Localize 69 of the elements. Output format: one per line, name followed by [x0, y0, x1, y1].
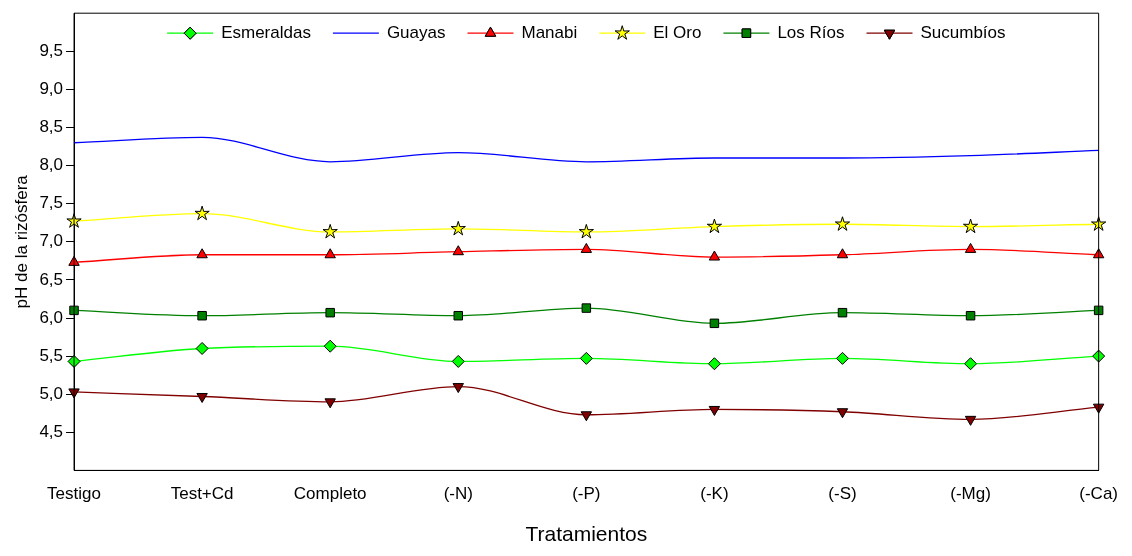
point — [197, 310, 207, 321]
point — [706, 218, 723, 234]
point — [580, 242, 593, 253]
y-tick-label: 7,0 — [39, 231, 64, 251]
legend-label: Los Ríos — [777, 22, 845, 42]
x-tick-label: (-N) — [443, 484, 473, 504]
point — [837, 307, 848, 318]
point — [69, 305, 79, 316]
point — [325, 307, 335, 318]
legend-label: Guayas — [386, 22, 446, 42]
point — [581, 303, 592, 313]
point — [1091, 216, 1107, 231]
x-axis-title: Tratamientos — [525, 522, 648, 546]
point — [836, 408, 849, 419]
point — [452, 245, 464, 256]
point — [708, 405, 721, 416]
point — [964, 242, 977, 253]
x-tick-label: (-Ca) — [1079, 484, 1118, 504]
point — [194, 205, 210, 221]
point — [66, 213, 82, 228]
point — [196, 392, 208, 403]
point — [323, 339, 337, 353]
point — [580, 411, 593, 422]
legend-label: Manabi — [521, 22, 578, 42]
x-tick-label: (-K) — [700, 484, 729, 504]
point — [324, 398, 336, 409]
point — [196, 248, 208, 259]
y-tick-label: 8,0 — [39, 155, 64, 175]
y-tick-label: 9,5 — [39, 40, 64, 60]
legend-label: Sucumbíos — [920, 22, 1006, 42]
legend-label: El Oro — [653, 22, 702, 42]
point — [709, 318, 720, 329]
x-tick-label: Test+Cd — [170, 484, 234, 504]
y-tick-label: 8,5 — [39, 117, 64, 137]
point — [453, 310, 463, 321]
y-axis-title: pH de la rizósfera — [11, 174, 31, 309]
y-tick-label: 6,0 — [39, 307, 64, 327]
legend-label: Esmeraldas — [221, 22, 311, 42]
point — [578, 223, 594, 239]
point — [707, 357, 721, 371]
y-tick-label: 4,5 — [39, 421, 64, 441]
point — [324, 248, 336, 259]
point — [450, 220, 466, 236]
x-tick-label: (-P) — [572, 484, 601, 504]
point — [834, 216, 851, 231]
y-tick-label: 9,0 — [39, 79, 64, 99]
point — [322, 223, 338, 239]
point — [195, 341, 209, 355]
line-series — [73, 136, 1100, 163]
y-tick-label: 5,5 — [39, 345, 64, 365]
point — [962, 218, 979, 234]
point — [708, 250, 721, 261]
point — [1092, 349, 1106, 363]
point — [579, 351, 593, 365]
x-tick-label: Completo — [293, 484, 367, 504]
point — [835, 351, 849, 365]
y-tick-label: 5,0 — [39, 383, 64, 403]
y-tick-label: 7,5 — [39, 193, 64, 213]
x-tick-label: (-S) — [828, 484, 857, 504]
y-tick-label: 6,5 — [39, 269, 64, 289]
x-tick-label: (-Mg) — [950, 484, 991, 504]
point — [451, 354, 465, 368]
point — [964, 415, 977, 426]
point — [964, 357, 978, 371]
point — [1093, 305, 1104, 316]
x-tick-label: Testigo — [47, 484, 101, 504]
point — [836, 248, 849, 259]
point — [452, 383, 464, 394]
point — [965, 310, 976, 321]
